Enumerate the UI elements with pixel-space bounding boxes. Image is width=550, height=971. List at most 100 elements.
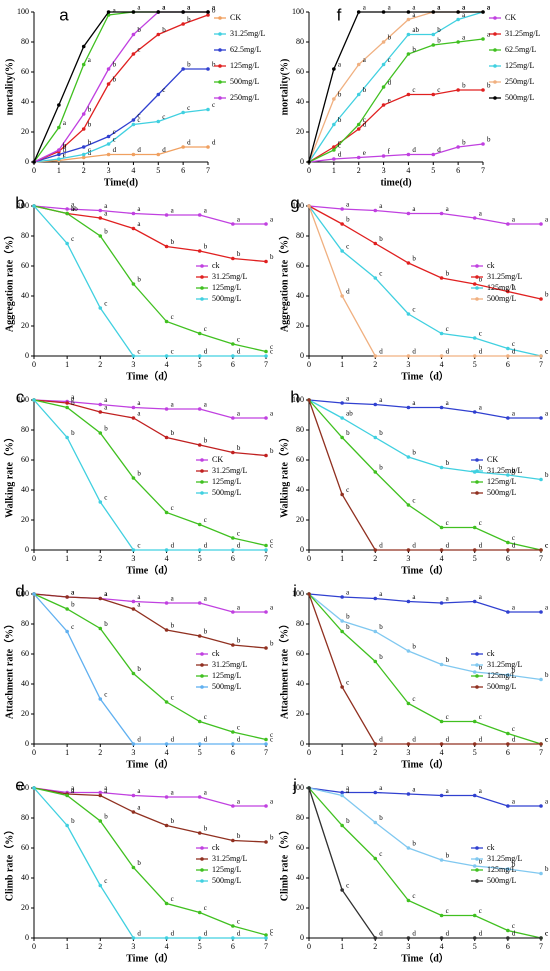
point [340, 222, 344, 226]
x-tick-label: 0 [32, 360, 36, 369]
significance-letter: a [104, 787, 108, 795]
point [373, 820, 378, 825]
point [481, 88, 485, 92]
point [81, 145, 86, 149]
y-tick-label: 80 [21, 231, 29, 240]
x-tick-label: 6 [231, 554, 235, 563]
point [231, 222, 235, 226]
y-axis-label: mortality(%) [4, 59, 15, 116]
point [406, 405, 411, 410]
point [98, 793, 103, 798]
significance-letter: b [113, 61, 117, 69]
y-tick-label: 60 [21, 843, 29, 852]
series-line [33, 205, 267, 353]
point [164, 213, 169, 217]
significance-letter: c [412, 695, 415, 703]
x-tick-label: 3 [131, 554, 135, 563]
significance-letter: a [412, 399, 416, 407]
point [98, 790, 103, 795]
significance-letter: a [338, 61, 342, 69]
significance-letter: c [171, 504, 174, 512]
point [406, 455, 411, 459]
significance-letter: c [63, 151, 66, 159]
significance-letter: b [212, 7, 216, 15]
significance-letter: d [479, 930, 483, 938]
y-axis-label: mortality(%) [279, 59, 290, 116]
point [131, 936, 136, 940]
significance-letter: a [171, 207, 175, 215]
point [381, 154, 386, 158]
y-tick-label: 100 [17, 7, 29, 16]
point [181, 110, 185, 115]
point [431, 43, 436, 47]
significance-letter: b [487, 136, 491, 144]
significance-letter: a [363, 56, 367, 64]
x-tick-label: 5 [198, 554, 202, 563]
significance-letter: a [412, 593, 416, 601]
point [131, 226, 136, 231]
series-line [33, 399, 267, 547]
significance-letter: b [379, 653, 383, 661]
x-axis-label: Time（d） [126, 951, 174, 964]
significance-letter: ab [71, 205, 78, 213]
significance-letter: b [379, 429, 383, 437]
legend-label: 500mg/L [212, 876, 241, 885]
point [231, 730, 235, 734]
significance-letter: a [187, 4, 191, 12]
series-line [308, 11, 483, 163]
series-line [308, 593, 542, 681]
significance-letter: c [346, 243, 349, 251]
point [164, 548, 169, 552]
point [506, 936, 510, 940]
significance-letter: a [137, 601, 141, 609]
point [81, 44, 86, 49]
significance-letter: b [346, 216, 350, 224]
significance-letter: c [379, 850, 382, 858]
point [98, 234, 103, 238]
point [431, 152, 436, 157]
significance-letter: d [446, 542, 450, 550]
point [356, 127, 361, 131]
x-tick-label: 1 [57, 166, 61, 175]
point [539, 548, 543, 552]
x-tick-label: 6 [231, 748, 235, 757]
point [131, 122, 136, 127]
significance-letter: b [212, 61, 216, 69]
point [81, 62, 86, 67]
significance-letter: c [137, 542, 140, 550]
point [156, 92, 161, 97]
point [131, 742, 136, 746]
significance-letter: a [512, 604, 516, 612]
significance-letter: a [479, 210, 483, 218]
legend-marker [475, 469, 479, 473]
significance-letter: d [171, 736, 175, 744]
significance-letter: b [512, 467, 516, 475]
point [181, 22, 185, 26]
significance-letter: b [412, 255, 416, 263]
significance-letter: c [270, 736, 273, 744]
significance-letter: c [237, 724, 240, 732]
point [65, 405, 69, 410]
significance-letter: a [212, 4, 216, 12]
point [373, 208, 378, 213]
significance-letter: a [270, 604, 274, 612]
point [456, 10, 460, 14]
significance-letter: b [479, 664, 483, 672]
y-tick-label: 40 [296, 679, 304, 688]
point [481, 37, 485, 41]
significance-letter: d [237, 930, 241, 938]
point [231, 804, 235, 808]
significance-letter: d [137, 736, 141, 744]
panel-label: j [292, 775, 297, 794]
significance-letter: b [171, 429, 175, 437]
point [131, 32, 136, 37]
legend-label: ck [212, 843, 220, 852]
x-tick-label: 5 [431, 166, 435, 175]
significance-letter: c [113, 128, 116, 136]
legend-marker [200, 480, 204, 484]
point [264, 354, 268, 358]
point [131, 607, 136, 611]
significance-letter: b [88, 121, 92, 129]
significance-letter: b [270, 640, 274, 648]
point [340, 249, 344, 253]
